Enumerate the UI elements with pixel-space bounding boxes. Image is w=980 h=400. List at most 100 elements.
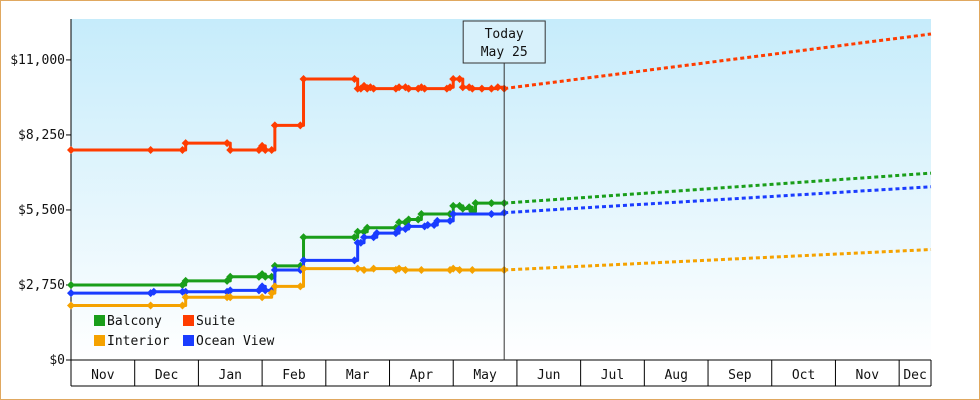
data-point	[417, 210, 426, 219]
legend-label: Interior	[107, 334, 170, 349]
data-point	[350, 75, 359, 84]
today-label: Today	[485, 27, 524, 42]
data-point	[299, 256, 308, 265]
data-point	[261, 272, 270, 281]
data-point	[258, 293, 267, 302]
y-tick-label: $5,500	[18, 203, 65, 218]
data-point	[270, 121, 279, 130]
data-point	[299, 233, 308, 242]
data-point	[449, 201, 458, 210]
data-point	[261, 286, 270, 295]
data-point	[477, 84, 486, 93]
x-month-label: Nov	[91, 368, 115, 383]
data-point	[404, 222, 413, 231]
legend-swatch	[94, 315, 105, 326]
data-point	[226, 145, 235, 154]
data-point	[363, 223, 372, 232]
data-point	[493, 83, 502, 92]
y-tick-label: $11,000	[10, 53, 65, 68]
data-point	[299, 264, 308, 273]
data-point	[270, 261, 279, 270]
legend-swatch	[94, 335, 105, 346]
data-point	[353, 264, 362, 273]
data-point	[261, 145, 270, 154]
data-point	[471, 199, 480, 208]
data-point	[296, 282, 305, 291]
data-point	[455, 75, 464, 84]
data-point	[468, 84, 477, 93]
data-point	[417, 265, 426, 274]
y-tick-label: $0	[49, 353, 65, 368]
x-month-label: Mar	[346, 368, 370, 383]
data-point	[487, 199, 496, 208]
data-point	[449, 75, 458, 84]
data-point	[423, 220, 432, 229]
data-point	[146, 145, 155, 154]
data-point	[446, 83, 455, 92]
today-box	[462, 20, 546, 64]
data-point	[181, 139, 190, 148]
data-point	[67, 289, 75, 298]
plot-background	[71, 19, 931, 360]
series-ocean-view	[67, 185, 932, 298]
data-point	[404, 84, 413, 93]
data-point	[369, 264, 378, 273]
x-month-label: Apr	[410, 368, 434, 383]
data-point	[404, 215, 413, 224]
data-point	[395, 83, 404, 92]
data-point	[178, 301, 187, 310]
data-point	[226, 286, 235, 295]
data-point	[223, 139, 232, 148]
series-suite	[67, 32, 932, 154]
data-point	[446, 216, 455, 225]
x-month-label: Dec	[155, 368, 178, 383]
data-point	[353, 227, 362, 236]
data-point	[350, 233, 359, 242]
x-month-label: Nov	[856, 368, 880, 383]
y-tick-label: $2,750	[18, 278, 65, 293]
data-point	[449, 264, 458, 273]
forecast-line	[504, 248, 932, 272]
data-point	[296, 121, 305, 130]
today-marker: Today May 25	[462, 20, 546, 360]
legend-swatch	[183, 315, 194, 326]
data-point	[458, 83, 467, 92]
data-point	[149, 287, 158, 296]
data-point	[458, 204, 467, 213]
legend-label: Balcony	[107, 314, 162, 329]
forecast-line	[504, 171, 932, 205]
legend-swatch	[183, 335, 194, 346]
data-point	[181, 276, 190, 285]
series-interior	[67, 248, 932, 310]
data-point	[487, 210, 496, 219]
data-point	[395, 264, 404, 273]
data-point	[487, 84, 496, 93]
data-point	[433, 216, 442, 225]
data-point	[267, 289, 276, 298]
data-point	[67, 280, 75, 289]
legend-label: Suite	[196, 314, 235, 329]
x-month-label: Dec	[903, 368, 926, 383]
data-point	[178, 145, 187, 154]
y-tick-label: $8,250	[18, 128, 65, 143]
data-point	[395, 225, 404, 234]
data-point	[468, 265, 477, 274]
x-month-label: May	[473, 368, 497, 383]
data-point	[369, 84, 378, 93]
data-point	[356, 238, 365, 247]
x-month-label: Jul	[601, 368, 624, 383]
data-point	[360, 265, 369, 274]
data-point	[372, 229, 381, 238]
data-point	[146, 301, 155, 310]
data-point	[395, 218, 404, 227]
data-point	[181, 287, 190, 296]
data-point	[267, 145, 276, 154]
data-point	[360, 233, 369, 242]
legend: Balcony Suite Interior Ocean View	[94, 314, 274, 349]
data-point	[414, 215, 423, 224]
data-point	[67, 301, 75, 310]
data-point	[455, 265, 464, 274]
data-point	[226, 272, 235, 281]
data-point	[67, 145, 75, 154]
